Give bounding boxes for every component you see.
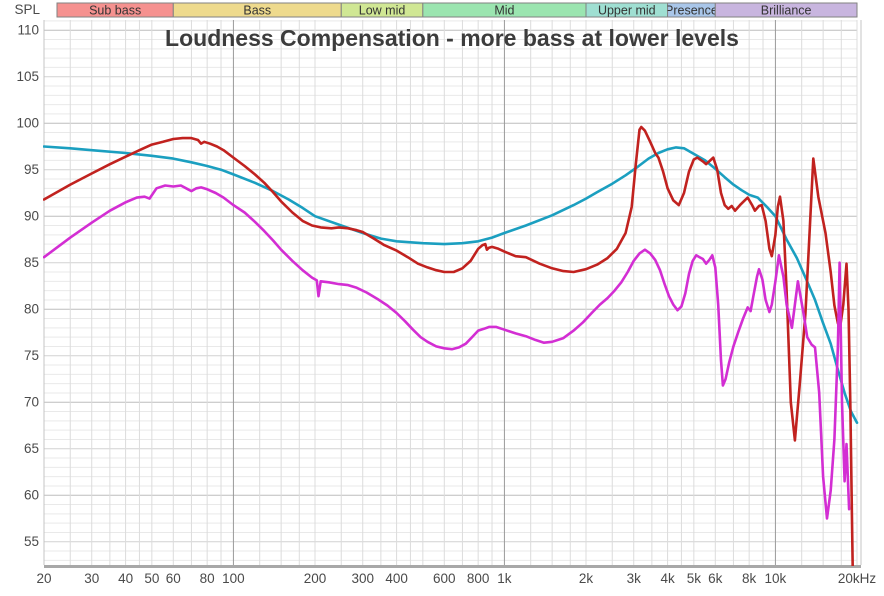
x-tick-label: 40 (118, 571, 133, 586)
y-tick-label: 90 (24, 209, 39, 224)
x-tick-label: 400 (385, 571, 408, 586)
x-tick-label: 60 (166, 571, 181, 586)
y-tick-label: 70 (24, 395, 39, 410)
measurement-curves (43, 125, 859, 566)
x-tick-label: 2k (579, 571, 594, 586)
band-label-mid: Mid (494, 4, 514, 18)
band-brilliance (714, 2, 858, 18)
band-label-sub-bass: Sub bass (89, 4, 141, 18)
axis-tick-labels: 55 60 65 70 75 80 85 90 95 100 105 110 20 30 40 50 60 80 1… (16, 23, 876, 586)
band-label-brilliance: Brilliance (761, 4, 812, 18)
x-tick-label: 8k (742, 571, 757, 586)
x-tick-label: 600 (433, 571, 456, 586)
x-tick-label: 1k (497, 571, 512, 586)
curve-smooth-target-curve (43, 145, 859, 425)
y-tick-label: 105 (16, 69, 39, 84)
y-tick-label: 75 (24, 348, 39, 363)
x-tick-label: 20kHz (838, 571, 877, 586)
band-label-bass: Bass (243, 4, 271, 18)
x-tick-label: 3k (627, 571, 642, 586)
x-tick-label: 200 (304, 571, 327, 586)
x-tick-label: 800 (467, 571, 490, 586)
x-tick-label: 20 (36, 571, 51, 586)
x-tick-label: 30 (84, 571, 99, 586)
band-label-upper-mid: Upper mid (598, 4, 656, 18)
y-tick-label: 85 (24, 255, 39, 270)
frequency-bands-strip: Sub bass Bass Low mid Mid Upper mid Presence B… (56, 2, 858, 18)
band-label-low-mid: Low mid (359, 4, 406, 18)
x-tick-label: 6k (708, 571, 723, 586)
x-tick-label: 10k (765, 571, 787, 586)
spl-axis-unit-label: SPL (14, 2, 40, 17)
y-tick-label: 65 (24, 441, 39, 456)
x-tick-label: 80 (200, 571, 215, 586)
y-tick-label: 100 (16, 116, 39, 131)
y-tick-label: 80 (24, 302, 39, 317)
x-tick-label: 5k (687, 571, 702, 586)
chart-title: Loudness Compensation - more bass at low… (165, 25, 739, 51)
y-tick-label: 55 (24, 534, 39, 549)
curve-lower-level-curve (43, 184, 851, 520)
curve-higher-level-curve (43, 125, 854, 566)
x-tick-label: 300 (351, 571, 374, 586)
x-tick-label: 4k (660, 571, 675, 586)
x-tick-label: 100 (222, 571, 245, 586)
y-tick-label: 110 (17, 23, 39, 38)
grid-lines (43, 20, 862, 568)
band-label-presence: Presence (665, 4, 718, 18)
y-tick-label: 95 (24, 162, 39, 177)
x-tick-label: 50 (144, 571, 159, 586)
y-tick-label: 60 (24, 488, 39, 503)
